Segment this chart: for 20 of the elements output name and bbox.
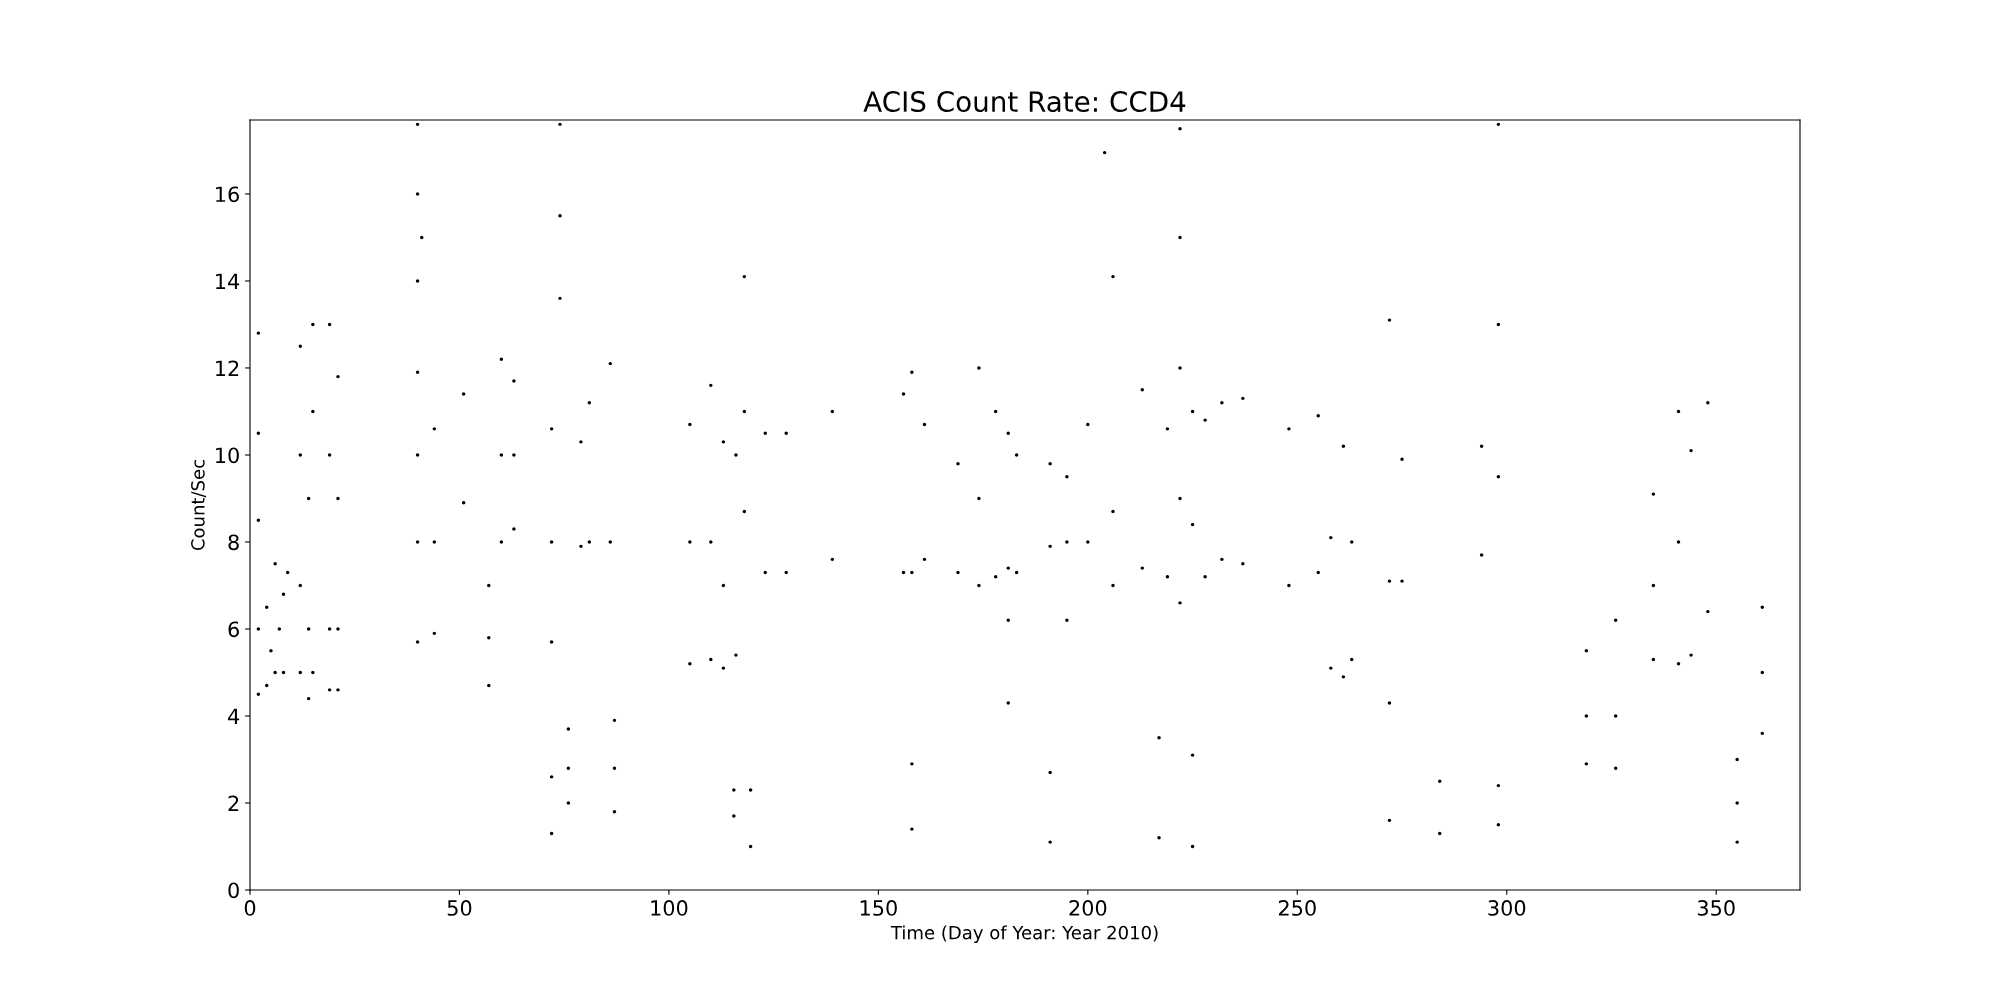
x-tick-label: 100 <box>651 900 688 916</box>
x-tick-label: 200 <box>1069 900 1107 916</box>
y-tick-label: 8 <box>228 534 239 551</box>
x-axis-title: Time (Day of Year: Year 2010) <box>890 925 1158 943</box>
y-tick-label: 2 <box>228 795 239 811</box>
x-tick-label: 50 <box>447 900 472 916</box>
y-tick-label: 16 <box>216 186 239 203</box>
y-tick-label: 14 <box>216 273 240 289</box>
x-tick-label: 150 <box>860 900 897 916</box>
y-tick-label: 0 <box>228 882 239 899</box>
y-tick-label: 10 <box>216 447 239 464</box>
x-tick-label: 350 <box>1697 900 1735 916</box>
y-tick-label: 12 <box>216 360 239 376</box>
y-tick-label: 6 <box>228 621 239 638</box>
x-tick-label: 250 <box>1278 900 1316 916</box>
x-tick-label: 0 <box>244 900 256 916</box>
y-tick-label: 4 <box>228 708 240 724</box>
chart-title: ACIS Count Rate: CCD4 <box>863 91 1186 113</box>
y-axis-title: Count/Sec <box>191 460 207 551</box>
x-tick-label: 300 <box>1488 900 1526 916</box>
